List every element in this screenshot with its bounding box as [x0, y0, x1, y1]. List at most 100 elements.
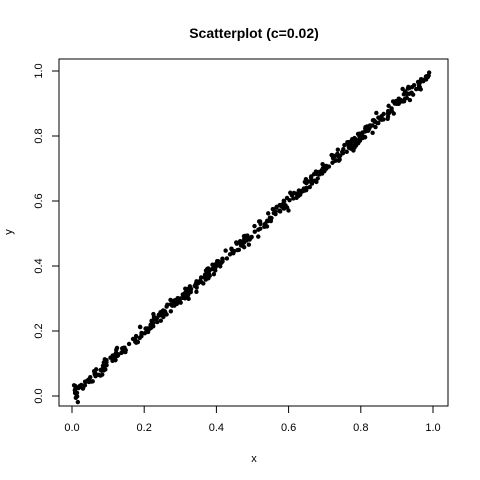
data-point	[344, 149, 349, 154]
y-tick-label: 0.0	[33, 388, 45, 403]
data-point	[100, 363, 106, 369]
data-point	[365, 125, 371, 131]
data-point	[205, 266, 210, 272]
data-point	[71, 383, 77, 388]
data-point	[302, 179, 308, 185]
data-point	[165, 302, 170, 307]
data-point	[385, 108, 391, 114]
data-point	[426, 70, 432, 75]
data-point	[215, 258, 221, 264]
data-point	[291, 196, 296, 201]
chart-title: Scatterplot (c=0.02)	[189, 25, 319, 41]
data-point	[162, 309, 168, 314]
data-point	[184, 291, 190, 297]
data-point	[337, 157, 342, 162]
data-point	[281, 206, 287, 211]
data-point	[79, 383, 85, 388]
data-point	[133, 333, 139, 339]
data-point	[139, 330, 144, 336]
data-point	[257, 219, 263, 224]
data-point	[137, 335, 142, 341]
data-point	[256, 234, 261, 239]
data-point	[335, 147, 341, 152]
data-point	[120, 347, 125, 352]
data-point	[143, 326, 149, 331]
data-points	[71, 70, 432, 405]
data-point	[396, 101, 401, 107]
data-point	[102, 357, 107, 362]
data-point	[307, 184, 312, 190]
data-point	[168, 309, 174, 314]
y-tick-label: 0.4	[33, 258, 45, 273]
data-point	[203, 277, 209, 282]
data-point	[404, 95, 410, 101]
data-point	[73, 386, 78, 392]
data-point	[145, 329, 151, 335]
y-axis: 0.0 0.2 0.4 0.6 0.8 1.0	[33, 63, 60, 404]
data-point	[333, 158, 338, 163]
data-point	[249, 234, 254, 240]
data-point	[342, 142, 347, 148]
data-point	[320, 166, 326, 171]
data-point	[156, 313, 161, 318]
data-point	[181, 292, 186, 298]
data-point	[230, 249, 235, 254]
data-point	[246, 242, 252, 247]
data-point	[238, 238, 243, 244]
data-point	[265, 211, 271, 216]
data-point	[75, 399, 81, 405]
y-tick-label: 0.6	[33, 193, 45, 208]
data-point	[168, 297, 173, 303]
data-point	[379, 113, 384, 119]
x-axis-label: x	[251, 453, 257, 465]
x-tick-label: 0.2	[137, 422, 152, 434]
data-point	[407, 97, 413, 103]
y-tick-label: 0.8	[33, 128, 45, 143]
data-point	[93, 370, 98, 376]
data-point	[287, 197, 292, 203]
data-point	[198, 275, 204, 280]
data-point	[353, 142, 359, 147]
data-point	[411, 82, 417, 88]
data-point	[385, 116, 390, 121]
data-point	[210, 266, 215, 272]
data-point	[311, 171, 317, 177]
data-point	[304, 187, 309, 193]
data-point	[348, 142, 353, 148]
data-point	[409, 90, 414, 95]
data-point	[98, 368, 104, 373]
data-point	[271, 210, 276, 216]
x-tick-label: 0.8	[353, 422, 368, 434]
x-tick-label: 0.6	[281, 422, 296, 434]
data-point	[100, 372, 105, 377]
data-point	[199, 279, 204, 285]
data-point	[93, 367, 99, 372]
data-point	[224, 256, 230, 261]
data-point	[389, 108, 394, 113]
data-point	[415, 79, 421, 85]
data-point	[309, 181, 315, 186]
data-point	[281, 202, 287, 208]
data-point	[211, 263, 217, 268]
data-point	[320, 161, 325, 167]
data-point	[151, 311, 156, 317]
data-point	[244, 238, 249, 243]
data-point	[137, 324, 143, 330]
data-point	[234, 241, 239, 246]
data-point	[192, 283, 197, 289]
data-point	[176, 297, 182, 303]
data-point	[186, 296, 191, 302]
data-point	[319, 170, 324, 176]
data-point	[111, 357, 116, 362]
data-point	[401, 92, 407, 97]
data-point	[339, 149, 345, 155]
x-tick-label: 0.4	[209, 422, 224, 434]
x-tick-label: 1.0	[425, 422, 440, 434]
data-point	[119, 350, 124, 356]
data-point	[241, 244, 247, 250]
data-point	[398, 97, 403, 103]
data-point	[425, 73, 430, 79]
data-point	[268, 217, 273, 223]
data-point	[296, 188, 302, 193]
